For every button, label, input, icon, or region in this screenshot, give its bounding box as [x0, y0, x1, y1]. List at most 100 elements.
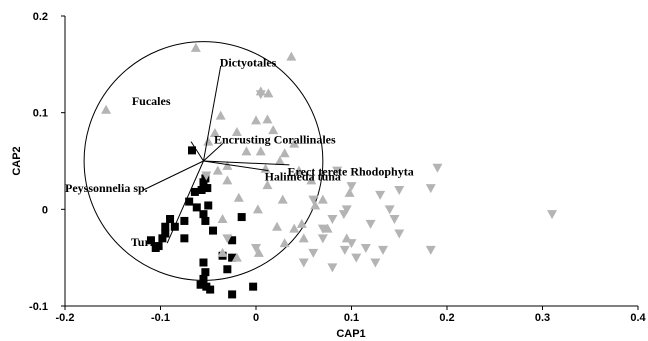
square-marker: [197, 186, 206, 194]
triangle-down-marker: [341, 205, 352, 215]
vector-label: Erect terete Rhodophyta: [288, 165, 414, 179]
triangle-up-marker: [263, 88, 274, 98]
y-tick-label: 0.1: [33, 108, 48, 120]
vector-line: [143, 160, 204, 191]
square-marker: [201, 216, 210, 225]
vector-line: [203, 143, 223, 162]
square-marker: [154, 242, 163, 251]
triangle-down-marker: [222, 234, 233, 244]
triangle-up-marker: [217, 214, 228, 223]
square-marker: [146, 236, 155, 245]
triangle-down-marker: [298, 258, 309, 268]
triangle-up-marker: [289, 223, 300, 233]
triangle-up-marker: [277, 194, 288, 204]
y-tick-label: -0.1: [29, 301, 48, 313]
triangle-up-marker: [268, 125, 279, 135]
square-marker: [188, 146, 197, 155]
triangle-up-marker: [274, 156, 285, 165]
vector-label: Halimeda tuna: [265, 169, 341, 183]
vector-line: [166, 160, 204, 244]
square-marker: [228, 253, 237, 262]
triangle-up-marker: [317, 194, 328, 204]
triangle-up-marker: [231, 127, 242, 136]
triangle-down-marker: [346, 239, 357, 249]
triangle-down-marker: [365, 219, 376, 229]
triangle-up-marker: [344, 187, 355, 197]
triangle-up-marker: [233, 192, 244, 202]
square-marker: [223, 265, 232, 274]
square-marker: [199, 258, 208, 267]
triangle-up-marker: [310, 200, 321, 210]
triangle-down-marker: [339, 245, 350, 255]
vector-label: Fucales: [132, 94, 171, 108]
x-tick-label: 0.1: [344, 312, 359, 324]
square-marker: [203, 184, 212, 193]
square-marker: [161, 229, 170, 238]
triangle-down-marker: [432, 163, 443, 173]
triangle-down-marker: [327, 215, 338, 224]
vector-line: [202, 66, 222, 162]
square-marker: [199, 274, 208, 283]
triangle-down-marker: [370, 258, 381, 268]
x-tick-label: -0.1: [151, 312, 170, 324]
triangle-up-marker: [293, 165, 304, 175]
triangle-down-marker: [394, 229, 405, 239]
triangle-down-marker: [378, 245, 389, 255]
triangle-up-marker: [298, 233, 309, 243]
y-axis-title: CAP2: [11, 146, 23, 175]
square-marker: [199, 210, 208, 219]
x-tick-label: 0.3: [535, 312, 550, 324]
triangle-up-marker: [279, 148, 290, 158]
vector-label: Peyssonnelia sp.: [65, 181, 148, 195]
square-marker: [190, 187, 199, 196]
triangle-up-marker: [255, 146, 266, 156]
x-tick-label: 0: [253, 312, 259, 324]
square-marker: [249, 282, 258, 291]
triangle-down-marker: [351, 253, 362, 263]
triangle-up-marker: [306, 175, 317, 185]
triangle-down-marker: [308, 195, 319, 205]
triangle-up-marker: [222, 160, 233, 170]
triangle-down-marker: [338, 210, 349, 220]
ticks: -0.2 -0.1 0 0.1 0.2 0.3 0.4 -0.1 0 0.1 0.2: [29, 11, 646, 324]
vector-label: Dictyotales: [220, 55, 277, 69]
triangle-down-marker: [332, 166, 343, 176]
square-marker: [228, 236, 237, 245]
triangle-up-marker: [217, 247, 228, 257]
triangle-up-marker: [262, 114, 273, 124]
vector-line: [203, 160, 269, 172]
vector-label: Turf: [131, 235, 155, 249]
triangle-up-marker: [296, 218, 307, 228]
triangle-down-marker: [547, 210, 558, 220]
square-marker: [201, 268, 210, 277]
square-marker: [206, 285, 215, 294]
triangle-down-marker: [251, 244, 261, 253]
y-tick-label: 0.2: [33, 11, 48, 23]
square-marker: [161, 222, 170, 231]
triangle-up-marker: [289, 138, 300, 148]
triangle-up-marker: [279, 238, 290, 248]
triangle-down-marker: [317, 234, 328, 244]
square-marker: [185, 197, 194, 206]
triangle-up-marker: [209, 127, 220, 137]
triangle-down-marker: [308, 248, 319, 258]
square-marker: [196, 280, 205, 289]
triangle-down-marker: [255, 90, 266, 100]
triangle-up-marker: [215, 110, 226, 120]
square-marker: [228, 290, 237, 299]
square-marker: [192, 203, 201, 212]
triangle-up-marker: [203, 136, 214, 146]
triangle-up-marker: [251, 115, 261, 125]
triangle-up-marker: [252, 204, 263, 214]
plot-area: Dictyotales Fucales Encrusting Corallinale…: [65, 41, 558, 299]
triangle-down-marker: [317, 224, 328, 234]
triangle-up-marker: [262, 180, 273, 190]
triangle-down-marker: [360, 244, 371, 253]
triangle-up-marker: [241, 146, 252, 156]
vector-line: [190, 141, 204, 162]
triangle-down-marker: [201, 171, 212, 181]
triangle-up-marker: [222, 175, 233, 185]
triangle-up-marker: [272, 221, 283, 231]
triangle-up-marker: [286, 51, 297, 61]
